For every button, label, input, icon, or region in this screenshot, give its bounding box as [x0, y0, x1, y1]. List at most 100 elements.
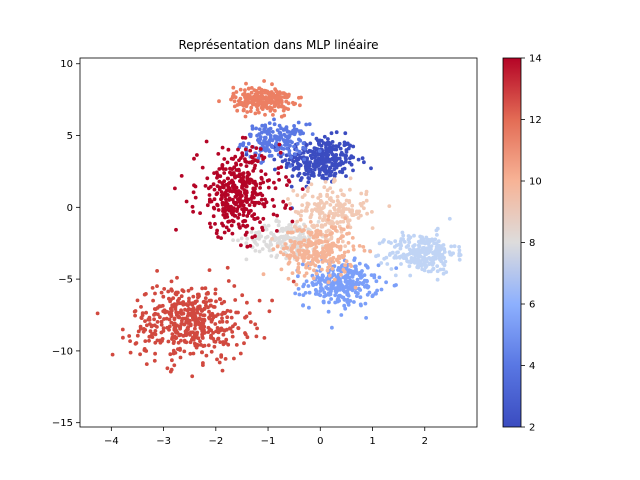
- data-point: [362, 206, 366, 211]
- data-point: [239, 162, 243, 167]
- data-point: [356, 157, 361, 162]
- data-point: [260, 142, 265, 147]
- data-point: [231, 208, 236, 213]
- data-point: [407, 264, 412, 269]
- data-point: [289, 254, 293, 258]
- data-point: [226, 176, 231, 181]
- data-point: [255, 104, 259, 109]
- data-point: [452, 244, 457, 249]
- data-point: [312, 249, 316, 254]
- data-point: [299, 213, 303, 218]
- data-point: [423, 265, 428, 270]
- data-point: [385, 262, 390, 266]
- data-point: [253, 234, 257, 239]
- data-point: [181, 289, 186, 294]
- data-point: [173, 334, 177, 339]
- data-point: [170, 358, 174, 363]
- data-point: [275, 229, 279, 233]
- data-point: [431, 257, 436, 262]
- data-point: [226, 279, 231, 283]
- data-point: [203, 300, 207, 305]
- data-point: [363, 263, 368, 268]
- data-point: [435, 226, 440, 231]
- data-point: [224, 327, 229, 332]
- data-point: [153, 329, 158, 333]
- y-axis: −15 −10 −5 0 5 10: [52, 59, 80, 429]
- data-point: [359, 213, 363, 218]
- data-point: [295, 141, 300, 146]
- data-point: [309, 167, 313, 172]
- data-point: [318, 293, 323, 298]
- data-point: [254, 126, 258, 131]
- data-point: [425, 237, 430, 242]
- data-point: [245, 300, 249, 305]
- data-point: [293, 166, 298, 171]
- data-point: [263, 148, 268, 153]
- data-point: [416, 243, 421, 248]
- data-point: [208, 221, 212, 226]
- data-point: [171, 348, 176, 353]
- data-point: [284, 99, 289, 104]
- data-point: [332, 177, 337, 182]
- data-point: [244, 257, 249, 262]
- data-point: [169, 308, 174, 313]
- data-point: [352, 256, 357, 261]
- data-point: [237, 224, 242, 229]
- data-point: [298, 237, 302, 242]
- data-point: [191, 294, 196, 299]
- data-point: [198, 211, 203, 216]
- data-point: [234, 90, 239, 94]
- data-point: [216, 152, 221, 156]
- data-point: [248, 132, 253, 137]
- data-point: [333, 293, 338, 298]
- data-point: [338, 146, 343, 151]
- data-point: [336, 156, 340, 161]
- data-point: [321, 299, 326, 304]
- data-point: [366, 284, 371, 289]
- data-point: [340, 192, 345, 197]
- data-point: [399, 262, 403, 266]
- data-point: [345, 225, 350, 229]
- data-point: [299, 209, 304, 214]
- data-point: [331, 241, 336, 246]
- data-point: [303, 172, 307, 177]
- data-point: [340, 167, 345, 172]
- data-point: [323, 152, 328, 157]
- data-point: [227, 189, 232, 194]
- data-point: [290, 230, 295, 235]
- data-point: [343, 306, 348, 311]
- scatter-points: [95, 79, 463, 379]
- data-point: [434, 253, 438, 258]
- data-point: [168, 352, 173, 357]
- data-point: [335, 221, 340, 226]
- data-point: [286, 230, 290, 235]
- data-point: [244, 241, 249, 246]
- data-point: [397, 242, 401, 247]
- data-point: [327, 170, 332, 174]
- data-point: [296, 211, 301, 216]
- data-point: [187, 296, 191, 301]
- data-point: [170, 303, 175, 308]
- data-point: [211, 305, 216, 309]
- data-point: [325, 286, 329, 291]
- data-point: [321, 218, 325, 223]
- data-point: [203, 296, 208, 300]
- data-point: [295, 193, 300, 198]
- data-point: [195, 310, 200, 315]
- data-point: [259, 197, 264, 202]
- data-point: [308, 141, 313, 146]
- data-point: [347, 160, 352, 165]
- data-point: [204, 139, 209, 144]
- data-point: [328, 232, 332, 237]
- data-point: [291, 279, 296, 284]
- data-point: [319, 240, 324, 245]
- data-point: [249, 86, 254, 90]
- data-point: [211, 182, 216, 187]
- data-point: [296, 274, 300, 279]
- data-point: [205, 203, 210, 208]
- data-point: [350, 288, 355, 293]
- data-point: [317, 141, 321, 146]
- data-point: [211, 337, 216, 341]
- data-point: [272, 157, 277, 162]
- data-point: [294, 282, 299, 287]
